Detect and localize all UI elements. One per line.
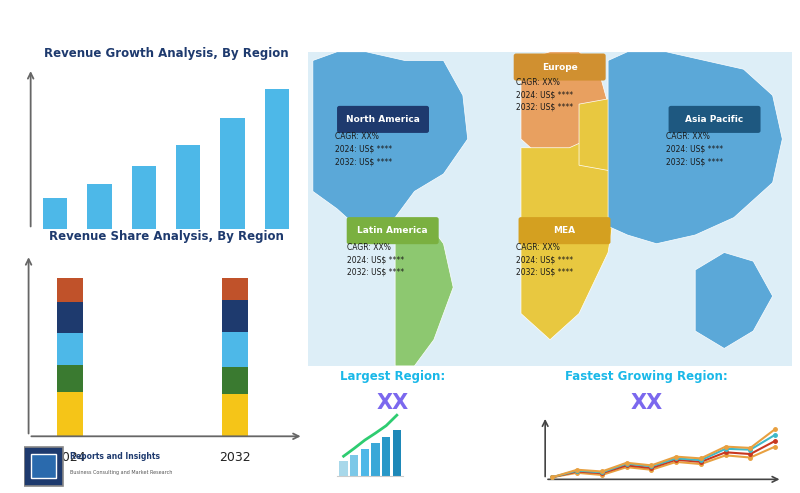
Bar [222,332,247,367]
Text: Europe: Europe [542,63,578,71]
Bar [222,278,247,300]
Title: Revenue Growth Analysis, By Region: Revenue Growth Analysis, By Region [44,47,288,60]
FancyBboxPatch shape [669,106,761,133]
Text: Fastest Growing Region:: Fastest Growing Region: [566,370,728,384]
Bar [339,460,348,476]
Polygon shape [521,52,608,156]
Bar [222,393,247,436]
Text: GLOBAL NANOCRYSTALLINE CELLULOSE MARKET REGIONAL LEVEL ANALYSIS: GLOBAL NANOCRYSTALLINE CELLULOSE MARKET … [12,18,642,34]
Bar [31,455,56,478]
FancyBboxPatch shape [337,106,429,133]
FancyBboxPatch shape [346,217,438,244]
Text: XX: XX [377,393,409,413]
Text: CAGR: XX%
2024: US$ ****
2032: US$ ****: CAGR: XX% 2024: US$ **** 2032: US$ **** [346,243,404,277]
Text: XX: XX [630,393,663,413]
Text: Asia Pacific: Asia Pacific [686,115,744,124]
Text: MEA: MEA [554,226,575,235]
Title: Revenue Share Analysis, By Region: Revenue Share Analysis, By Region [49,230,283,243]
Bar [57,278,82,302]
Bar [57,333,82,365]
Bar [132,166,156,229]
Text: CAGR: XX%
2024: US$ ****
2032: US$ ****: CAGR: XX% 2024: US$ **** 2032: US$ **** [516,243,574,277]
Bar [371,443,380,476]
Bar [350,455,358,476]
Text: 2024: 2024 [54,451,86,463]
Bar [57,365,82,392]
Bar [57,392,82,436]
FancyBboxPatch shape [518,217,610,244]
Bar [24,447,62,486]
Bar [222,300,247,332]
Polygon shape [521,139,618,340]
Text: CAGR: XX%
2024: US$ ****
2032: US$ ****: CAGR: XX% 2024: US$ **** 2032: US$ **** [334,133,392,167]
Bar [361,449,369,476]
Polygon shape [608,52,782,244]
Text: 2032: 2032 [219,451,250,463]
Bar [43,198,67,229]
Text: CAGR: XX%
2024: US$ ****
2032: US$ ****: CAGR: XX% 2024: US$ **** 2032: US$ **** [516,78,574,112]
Bar [222,367,247,393]
Polygon shape [376,217,453,366]
Text: CAGR: XX%
2024: US$ ****
2032: US$ ****: CAGR: XX% 2024: US$ **** 2032: US$ **** [666,133,723,167]
Bar [176,145,200,229]
Bar [57,302,82,333]
Polygon shape [695,252,773,349]
Polygon shape [579,96,646,174]
Text: North America: North America [346,115,420,124]
Bar [382,437,390,476]
Text: Business Consulting and Market Research: Business Consulting and Market Research [70,470,172,475]
Bar [87,184,112,229]
Bar [265,89,289,229]
Text: Latin America: Latin America [358,226,428,235]
Polygon shape [313,52,468,235]
Bar [393,430,401,476]
Text: Reports and Insights: Reports and Insights [70,452,160,460]
Text: Largest Region:: Largest Region: [340,370,446,384]
FancyBboxPatch shape [514,54,606,80]
Bar [308,52,792,366]
Bar [220,118,245,229]
